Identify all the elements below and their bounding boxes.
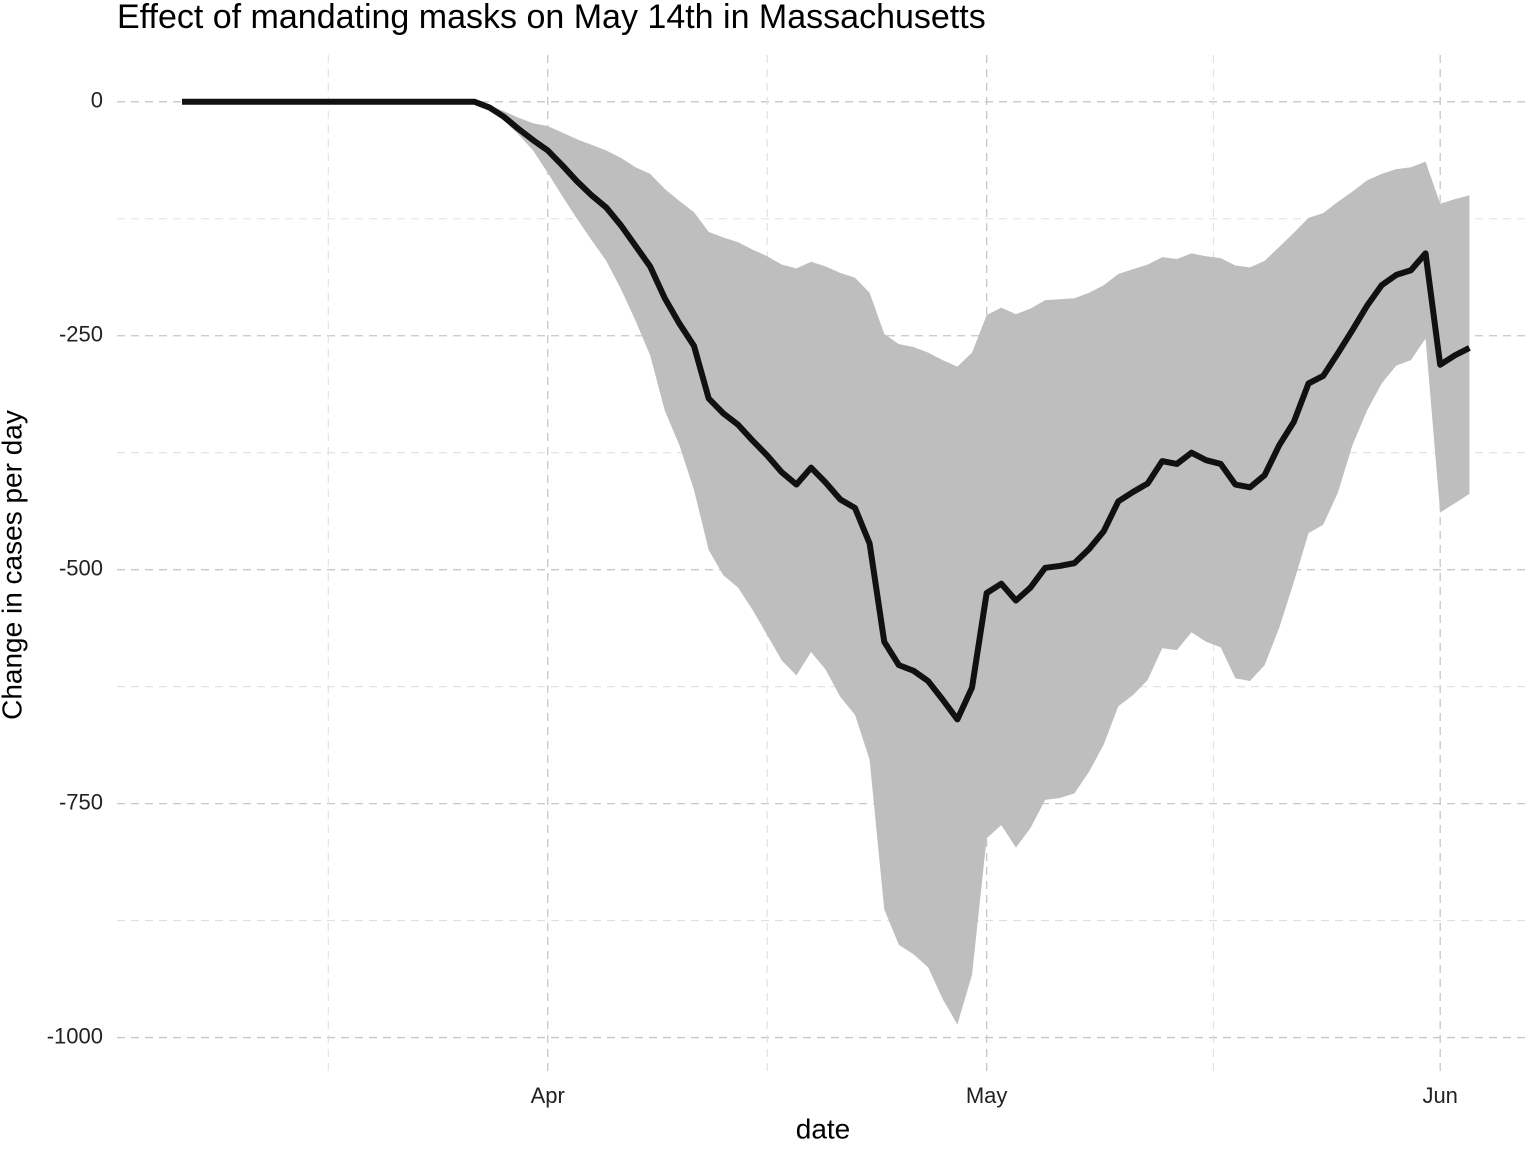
y-tick-label: -750: [59, 789, 103, 814]
y-tick-label: -1000: [47, 1023, 103, 1048]
chart-title: Effect of mandating masks on May 14th in…: [117, 0, 986, 36]
marks: [182, 98, 1471, 1025]
x-tick-label: Jun: [1422, 1083, 1457, 1108]
confidence-band: [182, 101, 1470, 1025]
x-tick-label: May: [966, 1083, 1008, 1108]
y-tick-label: -250: [59, 322, 103, 347]
x-tick-label: Apr: [531, 1083, 565, 1108]
y-tick-label: -500: [59, 555, 103, 580]
y-tick-label: 0: [91, 88, 103, 113]
line: [182, 98, 1471, 723]
x-axis-label: date: [796, 1113, 851, 1144]
y-axis-label: Change in cases per day: [0, 410, 27, 720]
